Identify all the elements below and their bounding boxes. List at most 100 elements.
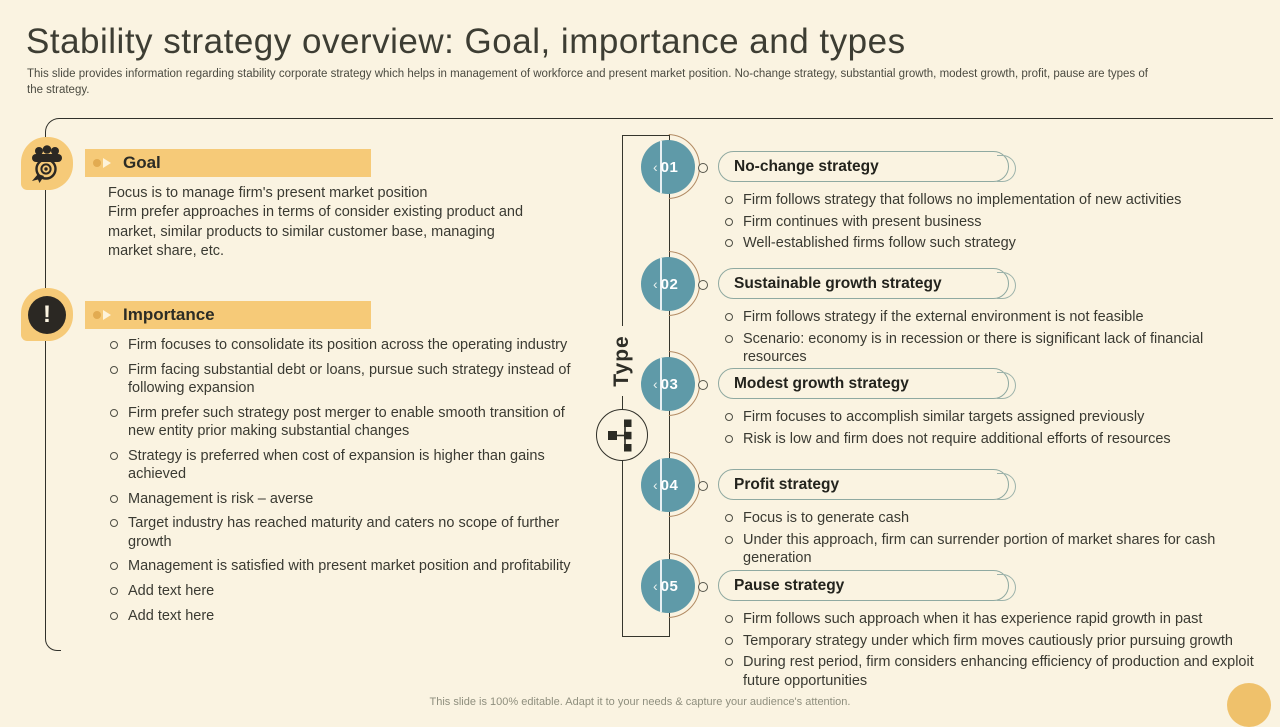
list-item: Add text here (110, 607, 580, 626)
list-item: Management is risk – averse (110, 490, 580, 509)
list-item: Well-established firms follow such strat… (725, 234, 1257, 253)
bullet-dot-icon (93, 159, 101, 167)
circle-bullet-icon (725, 217, 733, 226)
list-item-text: Firm continues with present business (743, 213, 982, 230)
circle-bullet-icon (725, 615, 733, 623)
circle-bullet-icon (725, 434, 733, 443)
list-item: During rest period, firm considers enhan… (725, 653, 1257, 690)
content-frame-bottom-hook (45, 634, 61, 651)
importance-bullet-list: Firm focuses to consolidate its position… (110, 336, 580, 631)
goal-heading-bar: Goal (85, 149, 371, 177)
step-number-circle: ‹ 01 (641, 140, 695, 194)
list-item: Add text here (110, 582, 580, 601)
connector-ring-icon (698, 280, 708, 290)
circle-bullet-icon (110, 408, 118, 417)
circle-bullet-icon (110, 587, 118, 596)
step-number-circle: ‹ 05 (641, 559, 695, 613)
goal-description-line: Firm prefer approaches in terms of consi… (108, 204, 524, 260)
step-number: 02 (660, 275, 679, 293)
strategy-title-pill: Sustainable growth strategy (718, 268, 1016, 299)
list-item: Firm facing substantial debt or loans, p… (110, 361, 580, 398)
list-item-text: Management is satisfied with present mar… (128, 558, 571, 575)
strategy-title: No-change strategy (734, 157, 879, 175)
list-item-text: During rest period, firm considers enhan… (743, 654, 1254, 689)
strategy-bullet-list: Firm follows strategy that follows no im… (725, 191, 1257, 256)
circle-bullet-icon (725, 313, 733, 321)
importance-heading-bar: Importance (85, 301, 371, 329)
goal-heading: Goal (123, 153, 161, 172)
step-number: 05 (660, 577, 679, 595)
circle-bullet-icon (725, 636, 733, 645)
circle-bullet-icon (110, 341, 118, 349)
circle-bullet-icon (110, 494, 118, 503)
list-item-text: Temporary strategy under which firm move… (743, 632, 1233, 649)
goal-description: Focus is to manage firm's present market… (108, 184, 528, 262)
circle-bullet-icon (725, 239, 733, 248)
list-item: Under this approach, firm can surrender … (725, 531, 1257, 568)
list-item: Risk is low and firm does not require ad… (725, 430, 1257, 449)
list-item: Scenario: economy is in recession or the… (725, 330, 1257, 367)
content-frame-border (45, 118, 1273, 635)
list-item-text: Management is risk – averse (128, 490, 314, 507)
strategy-title-pill: Pause strategy (718, 570, 1016, 601)
list-item-text: Well-established firms follow such strat… (743, 235, 1016, 252)
list-item-text: Firm focuses to consolidate its position… (128, 337, 568, 353)
bullet-dot-icon (93, 311, 101, 319)
circle-bullet-icon (110, 611, 118, 620)
strategy-title-pill: No-change strategy (718, 151, 1016, 182)
step-number: 04 (660, 476, 679, 494)
step-number: 03 (660, 375, 679, 393)
circle-bullet-icon (110, 451, 118, 460)
list-item-text: Strategy is preferred when cost of expan… (128, 447, 545, 483)
circle-divider-line (660, 358, 662, 410)
step-number-circle: ‹ 03 (641, 357, 695, 411)
strategy-title: Pause strategy (734, 576, 845, 594)
list-item: Firm follows strategy that follows no im… (725, 191, 1257, 210)
list-item-text: Scenario: economy is in recession or the… (743, 330, 1204, 366)
type-axis-label: Type (600, 326, 644, 396)
circle-bullet-icon (725, 658, 733, 667)
importance-icon-badge: ! (21, 288, 73, 341)
list-item: Firm focuses to accomplish similar targe… (725, 408, 1257, 427)
list-item-text: Add text here (128, 607, 215, 624)
list-item: Firm follows strategy if the external en… (725, 308, 1257, 327)
importance-heading: Importance (123, 305, 215, 324)
chevron-left-icon: ‹ (653, 578, 658, 594)
strategy-title: Profit strategy (734, 475, 840, 493)
exclamation-icon: ! (28, 295, 66, 334)
list-item-text: Firm facing substantial debt or loans, p… (128, 361, 571, 397)
list-item-text: Firm follows strategy if the external en… (743, 309, 1144, 325)
connector-ring-icon (698, 481, 708, 491)
circle-bullet-icon (725, 413, 733, 421)
connector-ring-icon (698, 380, 708, 390)
connector-ring-icon (698, 582, 708, 592)
step-number: 01 (660, 158, 679, 176)
circle-divider-line (660, 459, 662, 511)
list-item-text: Firm focuses to accomplish similar targe… (743, 409, 1145, 425)
list-item: Firm prefer such strategy post merger to… (110, 404, 580, 441)
strategy-title-pill: Modest growth strategy (718, 368, 1016, 399)
goal-description-line: Focus is to manage firm's present market… (108, 185, 428, 201)
list-item: Firm follows such approach when it has e… (725, 610, 1257, 629)
chevron-left-icon: ‹ (653, 276, 658, 292)
step-number-circle: ‹ 04 (641, 458, 695, 512)
slide-subtitle: This slide provides information regardin… (27, 68, 1148, 97)
circle-bullet-icon (725, 514, 733, 522)
circle-divider-line (660, 141, 662, 193)
list-item: Management is satisfied with present mar… (110, 557, 580, 576)
strategy-bullet-list: Firm follows strategy if the external en… (725, 308, 1257, 370)
footer-note: This slide is 100% editable. Adapt it to… (429, 696, 851, 708)
strategy-bullet-list: Firm follows such approach when it has e… (725, 610, 1257, 693)
chevron-left-icon: ‹ (653, 376, 658, 392)
list-item-text: Firm prefer such strategy post merger to… (128, 404, 565, 440)
strategy-title: Sustainable growth strategy (734, 274, 942, 292)
step-number-circle: ‹ 02 (641, 257, 695, 311)
strategy-title: Modest growth strategy (734, 374, 909, 392)
list-item-text: Under this approach, firm can surrender … (743, 531, 1216, 567)
circle-bullet-icon (110, 365, 118, 374)
strategy-bullet-list: Focus is to generate cash Under this app… (725, 509, 1257, 571)
chevron-left-icon: ‹ (653, 159, 658, 175)
list-item: Focus is to generate cash (725, 509, 1257, 528)
arrow-right-icon (103, 158, 111, 168)
circle-bullet-icon (725, 196, 733, 204)
